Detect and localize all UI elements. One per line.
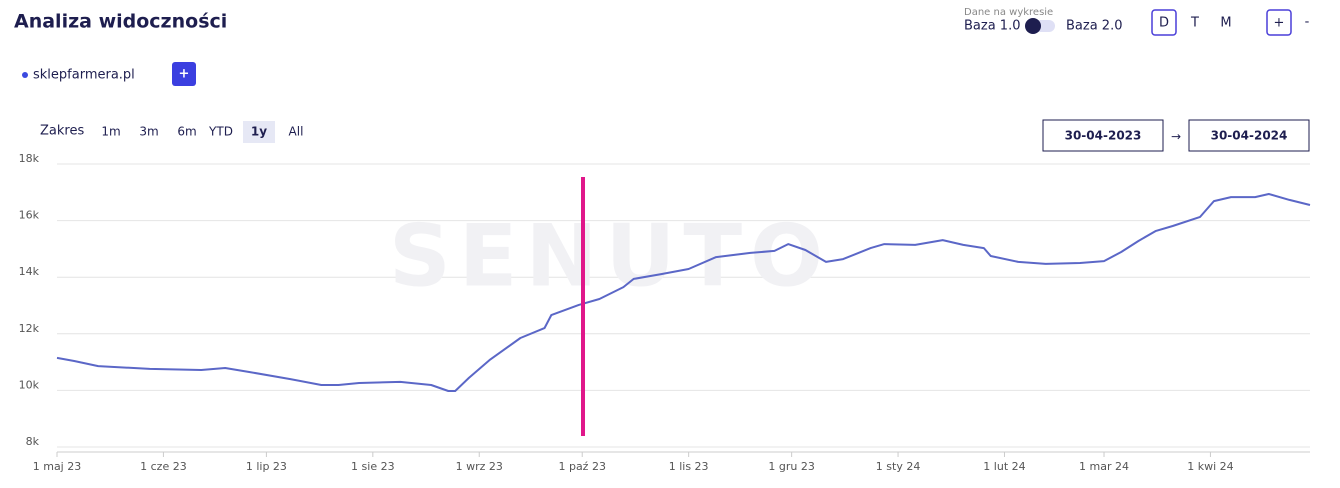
y-tick-label: 16k <box>19 209 40 222</box>
series-line <box>56 193 1311 392</box>
range-option[interactable]: 3m <box>139 125 158 139</box>
range-text: All <box>289 125 304 139</box>
interval: D <box>1159 16 1169 31</box>
x-tick-label: 1 lip 23 <box>246 460 287 473</box>
x-tick-label: 1 sie 23 <box>351 460 395 473</box>
date-box <box>1188 119 1310 152</box>
button-frame <box>1151 9 1177 36</box>
x-tick-label: 1 kwi 24 <box>1187 460 1233 473</box>
range-label: Zakres <box>40 124 84 139</box>
x-tick-label: 1 mar 24 <box>1079 460 1129 473</box>
y-tick-label: 8k <box>26 435 40 448</box>
series-dot <box>22 72 28 78</box>
range-text: 1y <box>251 125 267 139</box>
range-text: YTD <box>208 125 233 139</box>
range-option[interactable]: 1m <box>101 125 120 139</box>
add-domain[interactable]: + <box>172 62 196 86</box>
zoom-in-label: + <box>1274 16 1285 31</box>
range-option[interactable]: YTD <box>208 125 233 139</box>
selected-bg <box>243 121 275 143</box>
base-right: Baza 2.0 <box>1066 19 1122 34</box>
x-tick-label: 1 sty 24 <box>876 460 921 473</box>
x-tick-label: 1 gru 23 <box>768 460 814 473</box>
x-tick-label: 1 maj 23 <box>33 460 82 473</box>
y-tick-label: 10k <box>19 378 40 391</box>
y-tick-label: 12k <box>19 322 40 335</box>
add-label: + <box>179 67 190 82</box>
base-left: Baza 1.0 <box>964 19 1020 34</box>
y-tick-label: 18k <box>19 152 40 165</box>
range-option[interactable]: 6m <box>177 125 196 139</box>
data-label: Dane na wykresie <box>964 7 1053 18</box>
x-tick-label: 1 lis 23 <box>669 460 709 473</box>
range-option[interactable]: All <box>289 125 304 139</box>
button-bg <box>172 62 196 86</box>
date-to[interactable]: 30-04-2024 <box>1188 119 1310 152</box>
page-title: Analiza widoczności <box>14 11 227 33</box>
date-from[interactable]: 30-04-2023 <box>1042 119 1164 152</box>
toggle-knob <box>1025 18 1041 34</box>
date-text: 30-04-2023 <box>1065 129 1142 143</box>
x-tick-label: 1 lut 24 <box>983 460 1025 473</box>
domain[interactable]: sklepfarmera.pl <box>33 68 135 83</box>
x-tick-label: 1 paź 23 <box>558 460 606 473</box>
watermark: SENUTO <box>389 206 831 306</box>
zoom-in[interactable]: + <box>1266 9 1292 36</box>
date-text: 30-04-2024 <box>1211 129 1288 143</box>
x-tick-label: 1 wrz 23 <box>456 460 503 473</box>
interval[interactable]: T <box>1190 16 1199 31</box>
range-text: 6m <box>177 125 196 139</box>
chart: SENUTO 8k 10k 12k 14k 16k 18k 1 maj 23 1 cze 23… <box>19 152 1311 473</box>
range-text: 1m <box>101 125 120 139</box>
base-toggle[interactable] <box>1025 18 1055 34</box>
interval-d[interactable]: D <box>1151 9 1177 36</box>
range-option[interactable]: 1y <box>243 121 275 143</box>
date-arrow: → <box>1171 130 1181 144</box>
x-tick-label: 1 cze 23 <box>140 460 187 473</box>
date-box <box>1042 119 1164 152</box>
y-tick-label: 14k <box>19 265 40 278</box>
interval[interactable]: M <box>1220 16 1231 31</box>
range-text: 3m <box>139 125 158 139</box>
zoom-out[interactable]: - <box>1305 15 1310 30</box>
button-frame <box>1266 9 1292 36</box>
